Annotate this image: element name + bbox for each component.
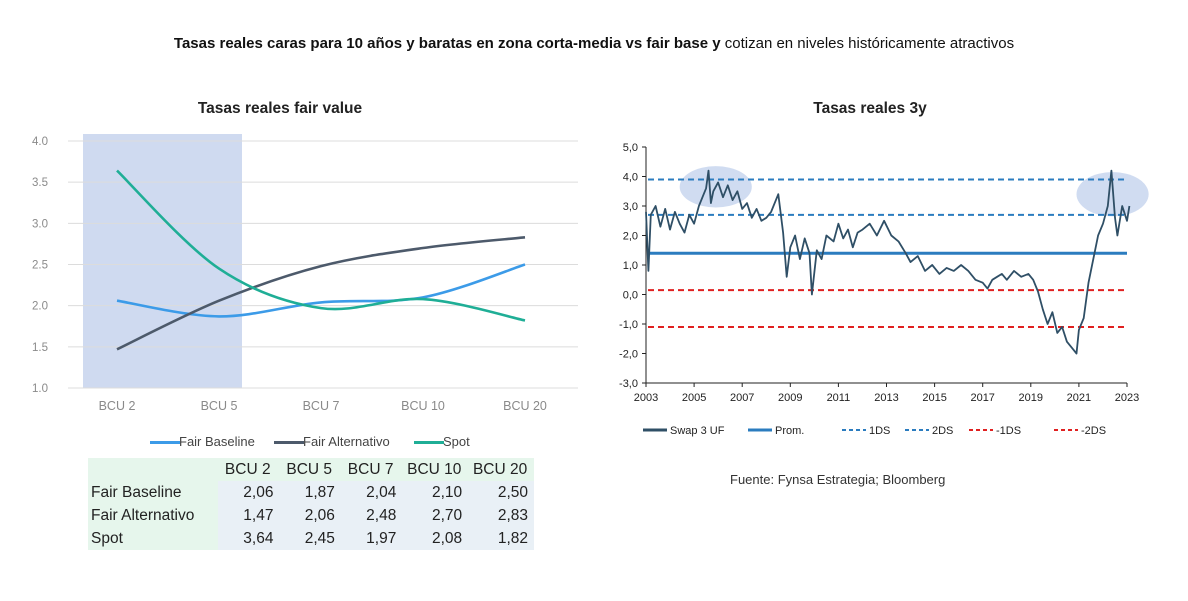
y-tick-label: 1,0 [623,260,638,272]
table-cell: 2,45 [279,527,341,550]
x-tick-label: 2013 [874,392,898,404]
source-note: Fuente: Fynsa Estrategia; Bloomberg [730,472,946,487]
x-tick-label: 2023 [1115,392,1139,404]
table-cell: 2,83 [468,504,534,527]
page-title-light: cotizan en niveles históricamente atract… [724,35,1015,52]
legend-label: Fair Baseline [179,434,255,449]
x-tick-label: 2017 [970,392,994,404]
table-header-cell: BCU 2 [218,458,280,481]
page-title-bold: Tasas reales caras para 10 años y barata… [173,35,721,52]
table-row-label: Fair Alternativo [88,504,219,527]
x-tick-label: BCU 2 [99,399,136,413]
table-corner [88,458,219,481]
x-tick-label: BCU 5 [201,399,238,413]
table-cell: 3,64 [218,527,280,550]
x-tick-label: 2007 [730,392,754,404]
series-line-spot [116,169,526,322]
y-tick-label: 4,0 [623,172,638,184]
x-tick-label: 2011 [827,392,851,404]
y-tick-label: 3.5 [32,177,48,189]
table-row: Fair Alternativo 1,47 2,06 2,48 2,70 2,8… [88,504,534,527]
x-tick-label: 2021 [1067,392,1091,404]
legend-item-spot: Spot [414,434,470,449]
table-cell: 2,08 [402,527,469,550]
y-tick-label: 3.0 [32,218,48,230]
table-header-cell: BCU 5 [279,458,341,481]
table-header-cell: BCU 10 [402,458,469,481]
y-tick-label: 4.0 [32,136,48,148]
y-tick-label: 1.0 [32,383,48,395]
table-cell: 2,06 [218,481,280,504]
y-tick-label: 5,0 [623,142,638,154]
table-row: Fair Baseline 2,06 1,87 2,04 2,10 2,50 [88,481,534,504]
x-tick-label: BCU 10 [401,399,445,413]
x-tick-label: 2005 [682,392,706,404]
table-row-label: Spot [88,527,219,550]
highlight-band [83,134,242,388]
legend-item-fair-alternativo: Fair Alternativo [274,434,390,449]
x-tick-label: BCU 7 [303,399,340,413]
table-cell: 2,70 [402,504,469,527]
page-title: Tasas reales caras para 10 años y barata… [0,35,1188,52]
table-row-label: Fair Baseline [88,481,219,504]
legend-label: Swap 3 UF [670,425,725,437]
y-tick-label: 0,0 [623,290,638,302]
table-cell: 2,06 [279,504,341,527]
legend-label: Prom. [775,425,804,437]
x-tick-label: 2015 [922,392,946,404]
x-tick-label: BCU 20 [503,399,547,413]
table-cell: 1,97 [340,527,403,550]
y-tick-label: 2.0 [32,301,48,313]
table-cell: 1,47 [218,504,280,527]
legend-label: Fair Alternativo [303,434,390,449]
x-tick-label: 2003 [634,392,658,404]
y-tick-label: 2,0 [623,231,638,243]
y-tick-label: -2,0 [619,349,638,361]
table-cell: 1,87 [279,481,341,504]
right-chart-title: Tasas reales 3y [813,100,927,117]
legend-item-fair-baseline: Fair Baseline [150,434,255,449]
y-tick-label: -3,0 [619,378,638,390]
table-cell: 2,10 [402,481,469,504]
legend-label: 1DS [869,425,890,437]
table-header-cell: BCU 7 [340,458,403,481]
y-tick-label: 3,0 [623,201,638,213]
table-header-cell: BCU 20 [468,458,534,481]
table-cell: 2,50 [468,481,534,504]
y-tick-label: 1.5 [32,342,48,354]
table-header-row: BCU 2 BCU 5 BCU 7 BCU 10 BCU 20 [88,458,534,481]
y-tick-label: 2.5 [32,260,48,272]
x-tick-label: 2019 [1019,392,1043,404]
y-tick-label: -1,0 [619,319,638,331]
legend-label: 2DS [932,425,953,437]
series-line-swap-3-uf [645,169,1131,355]
table-row: Spot 3,64 2,45 1,97 2,08 1,82 [88,527,534,550]
left-chart-title: Tasas reales fair value [197,100,363,117]
legend-label: Spot [443,434,470,449]
legend-label: -1DS [996,425,1021,437]
series-line-fair-baseline [116,263,526,318]
table-cell: 2,48 [340,504,403,527]
fair-value-table: BCU 2 BCU 5 BCU 7 BCU 10 BCU 20 Fair Bas… [88,458,534,550]
x-tick-label: 2009 [778,392,802,404]
legend-label: -2DS [1081,425,1106,437]
table-cell: 1,82 [468,527,534,550]
table-cell: 2,04 [340,481,403,504]
series-line-fair-alternativo [116,236,526,351]
